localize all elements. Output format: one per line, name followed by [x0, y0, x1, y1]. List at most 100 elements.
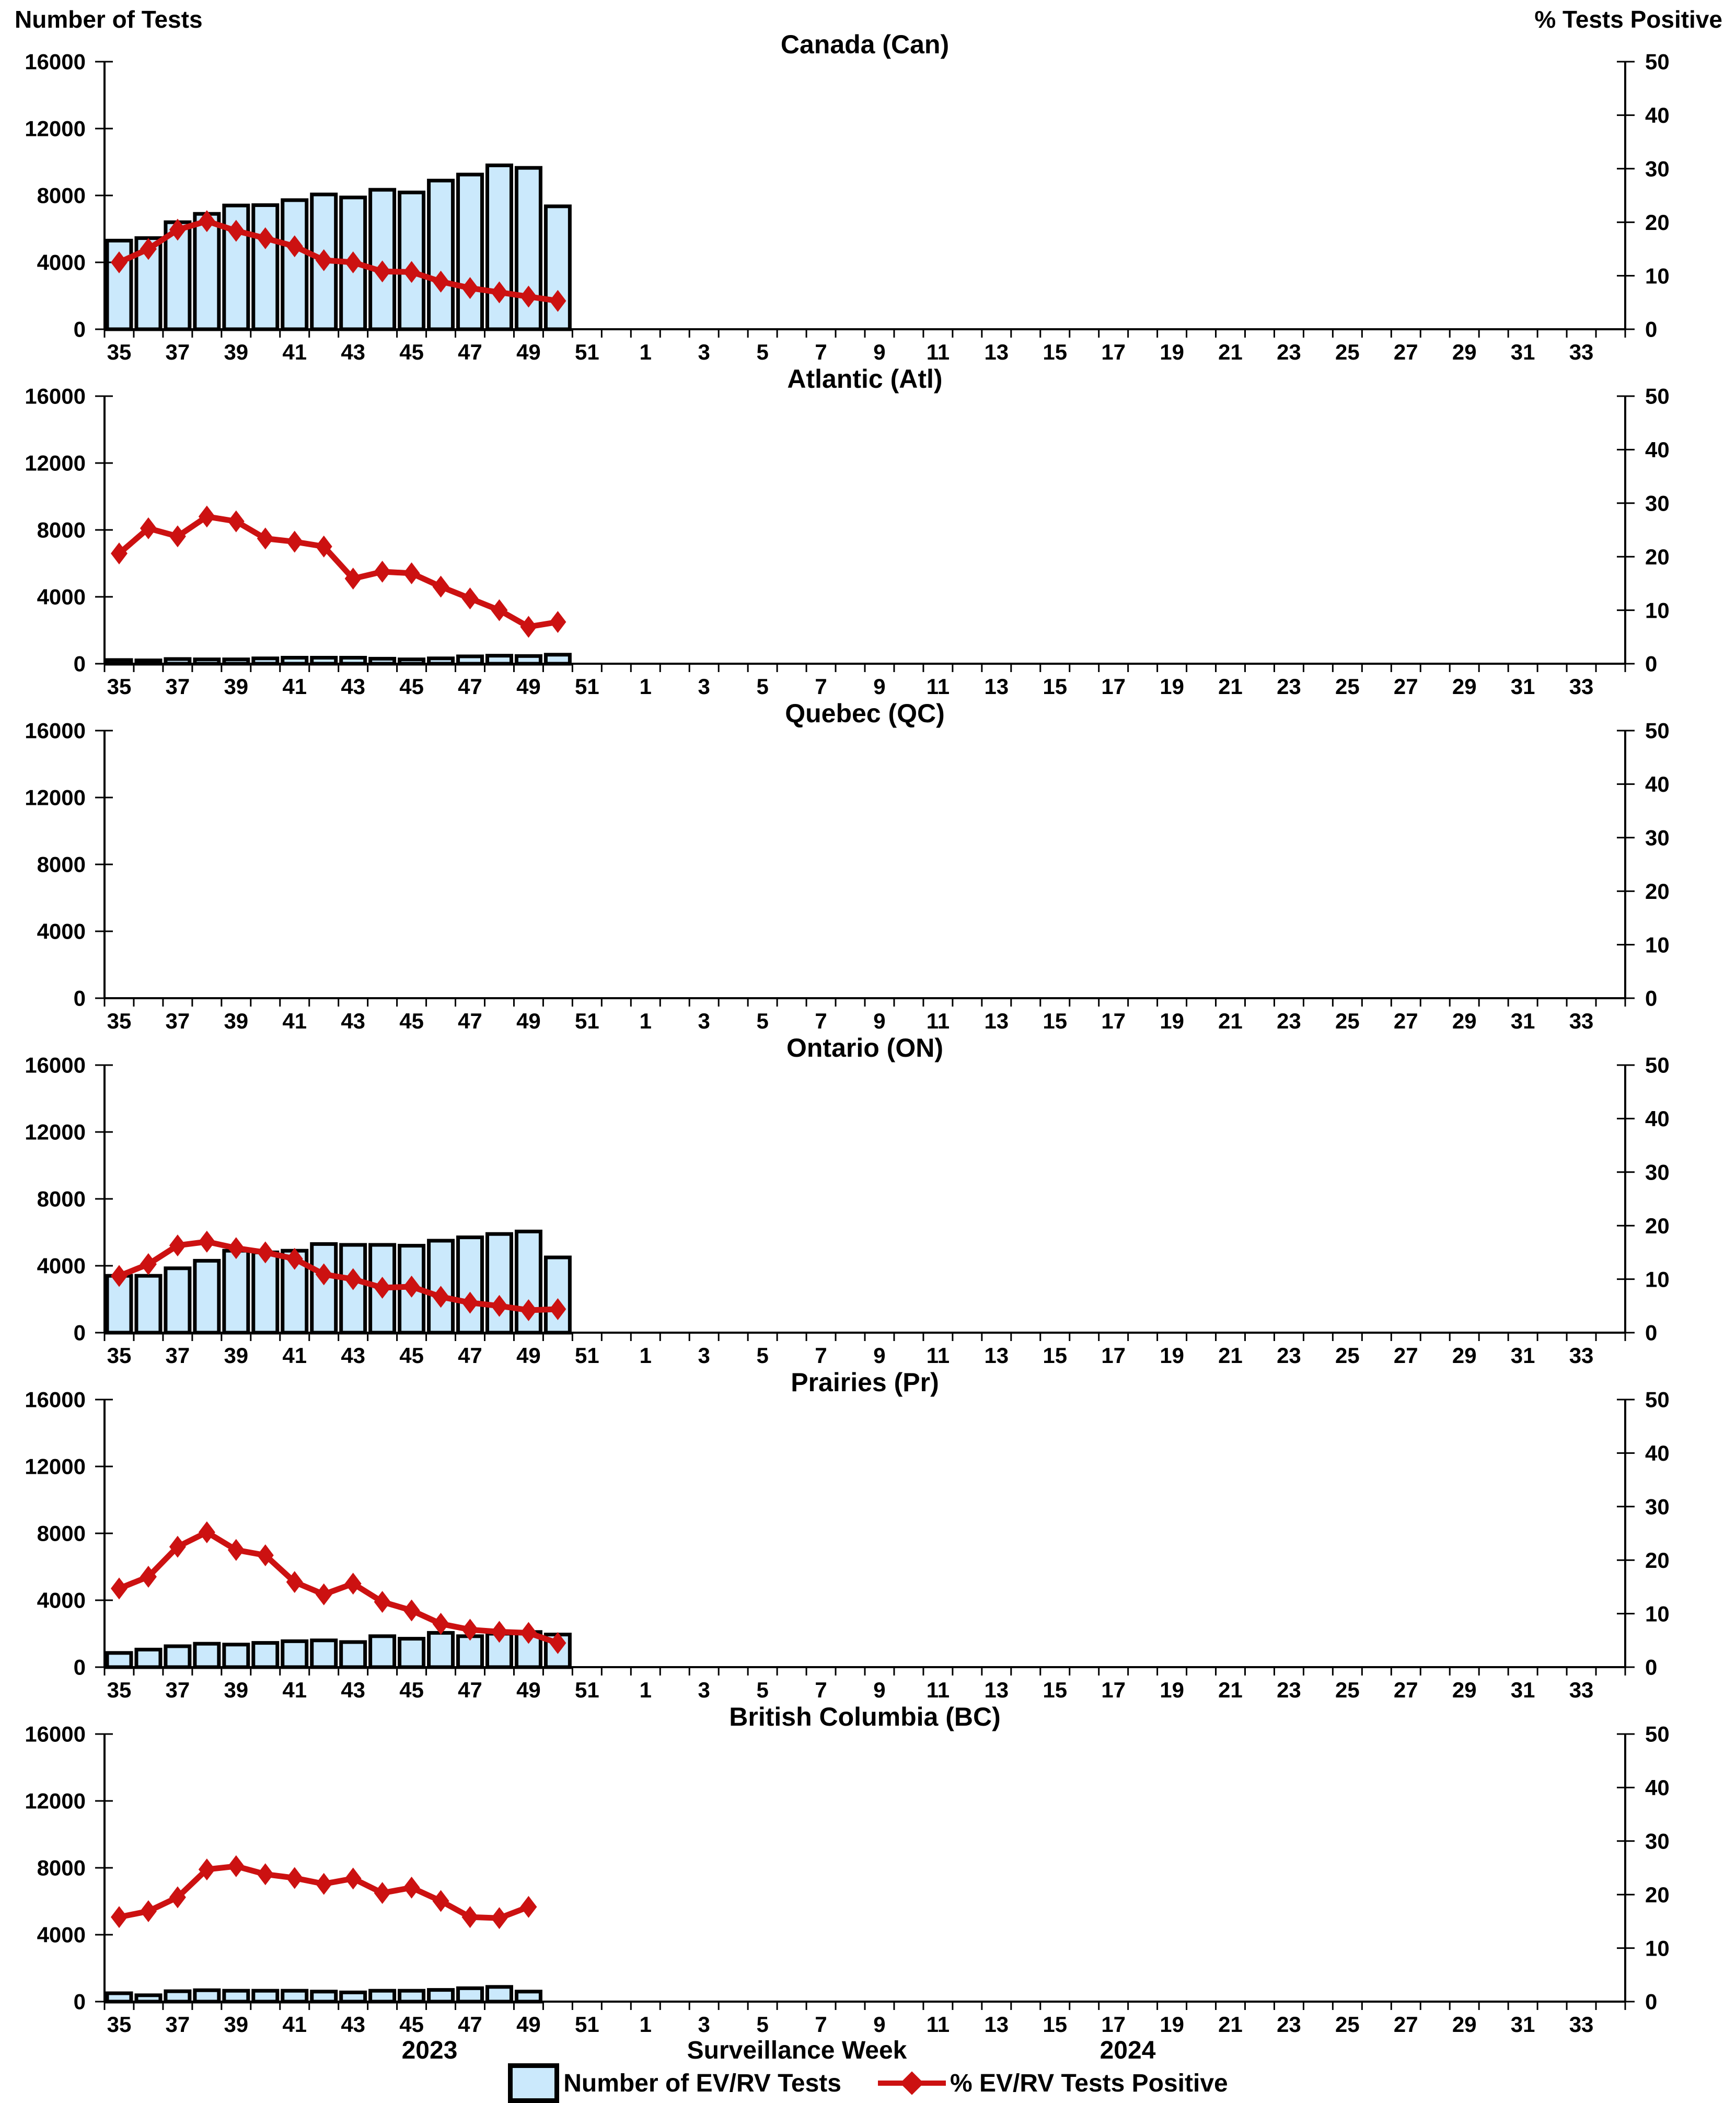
diamond-marker-week-36: [140, 1253, 157, 1275]
diamond-marker-week-36: [140, 517, 157, 539]
x-tick-label: 35: [107, 674, 132, 697]
x-tick-label: 13: [984, 340, 1009, 363]
left-tick-label: 16000: [25, 384, 86, 409]
pct-positive-markers-group: [110, 1855, 537, 1929]
x-tick-label: 21: [1218, 1009, 1243, 1032]
right-tick-label: 0: [1645, 986, 1657, 1011]
diamond-marker-week-42: [315, 535, 332, 558]
x-tick-label: 17: [1101, 1678, 1126, 1701]
right-tick-label: 50: [1645, 1388, 1670, 1412]
right-tick-label: 10: [1645, 932, 1670, 957]
diamond-marker-week-42: [315, 249, 332, 271]
bar-week-40: [251, 1641, 280, 1669]
diamond-marker-week-50: [549, 1632, 566, 1654]
x-tick-label: 3: [698, 340, 710, 363]
left-tick-label: 4000: [37, 1254, 86, 1278]
pct-positive-markers-group: [110, 210, 566, 312]
bar-week-38: [193, 1988, 221, 2004]
diamond-marker-week-36: [140, 1565, 157, 1588]
x-tick-label: 3: [698, 1678, 710, 1701]
diamond-marker-week-49: [520, 1299, 537, 1321]
x-tick-label: 35: [107, 1009, 132, 1032]
diamond-marker-week-40: [257, 1863, 274, 1886]
tick-marks-group: [95, 1733, 1635, 2010]
left-tick-label: 12000: [25, 1454, 86, 1479]
x-tick-label: 41: [282, 1343, 307, 1366]
x-tick-label: 45: [399, 1009, 424, 1032]
right-tick-label: 40: [1645, 772, 1670, 796]
x-tick-label: 23: [1277, 340, 1301, 363]
x-tick-label: 39: [224, 2012, 248, 2035]
diamond-marker-week-39: [227, 1539, 245, 1561]
panel-title: Quebec (QC): [785, 699, 945, 728]
bar-week-45: [398, 1637, 426, 1669]
right-tick-label: 50: [1645, 50, 1670, 74]
x-tick-label: 1: [640, 1009, 652, 1032]
x-tick-label: 37: [166, 1009, 190, 1032]
diamond-marker-week-38: [198, 210, 215, 233]
x-tick-label: 7: [815, 1678, 827, 1701]
panel-title: Ontario (ON): [786, 1033, 943, 1062]
x-tick-label: 23: [1277, 2012, 1301, 2035]
x-tick-label: 11: [927, 1343, 950, 1366]
diamond-marker-week-44: [374, 260, 391, 283]
diamond-marker-week-45: [403, 1599, 420, 1622]
x-tick-label: 7: [815, 340, 827, 363]
diamond-marker-week-37: [169, 218, 186, 241]
x-tick-label: 25: [1335, 1343, 1360, 1366]
diamond-marker-week-35: [110, 542, 128, 565]
bar-week-44: [368, 1634, 397, 1669]
right-tick-label: 50: [1645, 719, 1670, 743]
panel-title: Atlantic (Atl): [787, 364, 942, 394]
bar-week-40: [251, 1250, 280, 1335]
left-tick-label: 16000: [25, 1388, 86, 1412]
x-tick-label: 15: [1043, 674, 1067, 697]
legend-pct-label: % EV/RV Tests Positive: [950, 2069, 1228, 2097]
x-tick-label: 45: [399, 1343, 424, 1366]
chart-panels-container: Canada (Can) 0 4000 8000 12000 16000 0 10 20 30 40…: [0, 28, 1736, 2035]
right-tick-label: 20: [1645, 879, 1670, 904]
x-tick-label: 3: [698, 2012, 710, 2035]
bar-week-47: [456, 654, 484, 666]
bar-week-42: [310, 1990, 338, 2004]
diamond-marker-week-43: [344, 1268, 362, 1290]
left-tick-label: 0: [74, 1655, 86, 1680]
x-tick-label: 45: [399, 674, 424, 697]
x-tick-label: 31: [1511, 674, 1535, 697]
diamond-marker-week-44: [374, 1276, 391, 1299]
diamond-marker-week-41: [286, 1247, 303, 1270]
x-tick-label: 25: [1335, 1678, 1360, 1701]
diamond-marker-week-39: [227, 219, 245, 242]
right-tick-label: 0: [1645, 652, 1657, 676]
x-tick-label: 7: [815, 1009, 827, 1032]
bar-week-45: [398, 190, 426, 331]
bar-week-50: [543, 1255, 572, 1335]
diamond-marker-week-37: [169, 1535, 186, 1558]
pct-positive-line: [118, 1529, 559, 1646]
x-tick-label: 1: [640, 2012, 652, 2035]
x-tick-label: 5: [756, 1678, 768, 1701]
bars-group: [105, 653, 572, 666]
diamond-marker-week-35: [110, 1265, 128, 1287]
tick-marks-group: [95, 730, 1635, 1007]
chart-panel-qc: Quebec (QC) 0 4000 8000 12000 16000 0 10 20 30 40 5…: [25, 699, 1670, 1032]
diamond-marker-week-35: [110, 1906, 128, 1928]
x-tick-label: 43: [341, 1343, 365, 1366]
x-tick-label: 5: [756, 1343, 768, 1366]
diamond-marker-week-38: [198, 505, 215, 528]
bar-week-47: [456, 1634, 484, 1669]
x-tick-label: 37: [166, 674, 190, 697]
left-tick-label: 8000: [37, 183, 86, 208]
pct-positive-line: [117, 513, 559, 630]
x-tick-label: 9: [873, 1678, 885, 1701]
diamond-marker-week-40: [257, 1241, 274, 1264]
x-tick-label: 15: [1043, 340, 1067, 363]
x-tick-label: 7: [815, 1343, 827, 1366]
x-tick-label: 45: [399, 340, 424, 363]
axes-group: [103, 396, 1626, 665]
diamond-marker-week-49: [520, 1622, 537, 1644]
axes-group: [103, 1734, 1626, 2003]
